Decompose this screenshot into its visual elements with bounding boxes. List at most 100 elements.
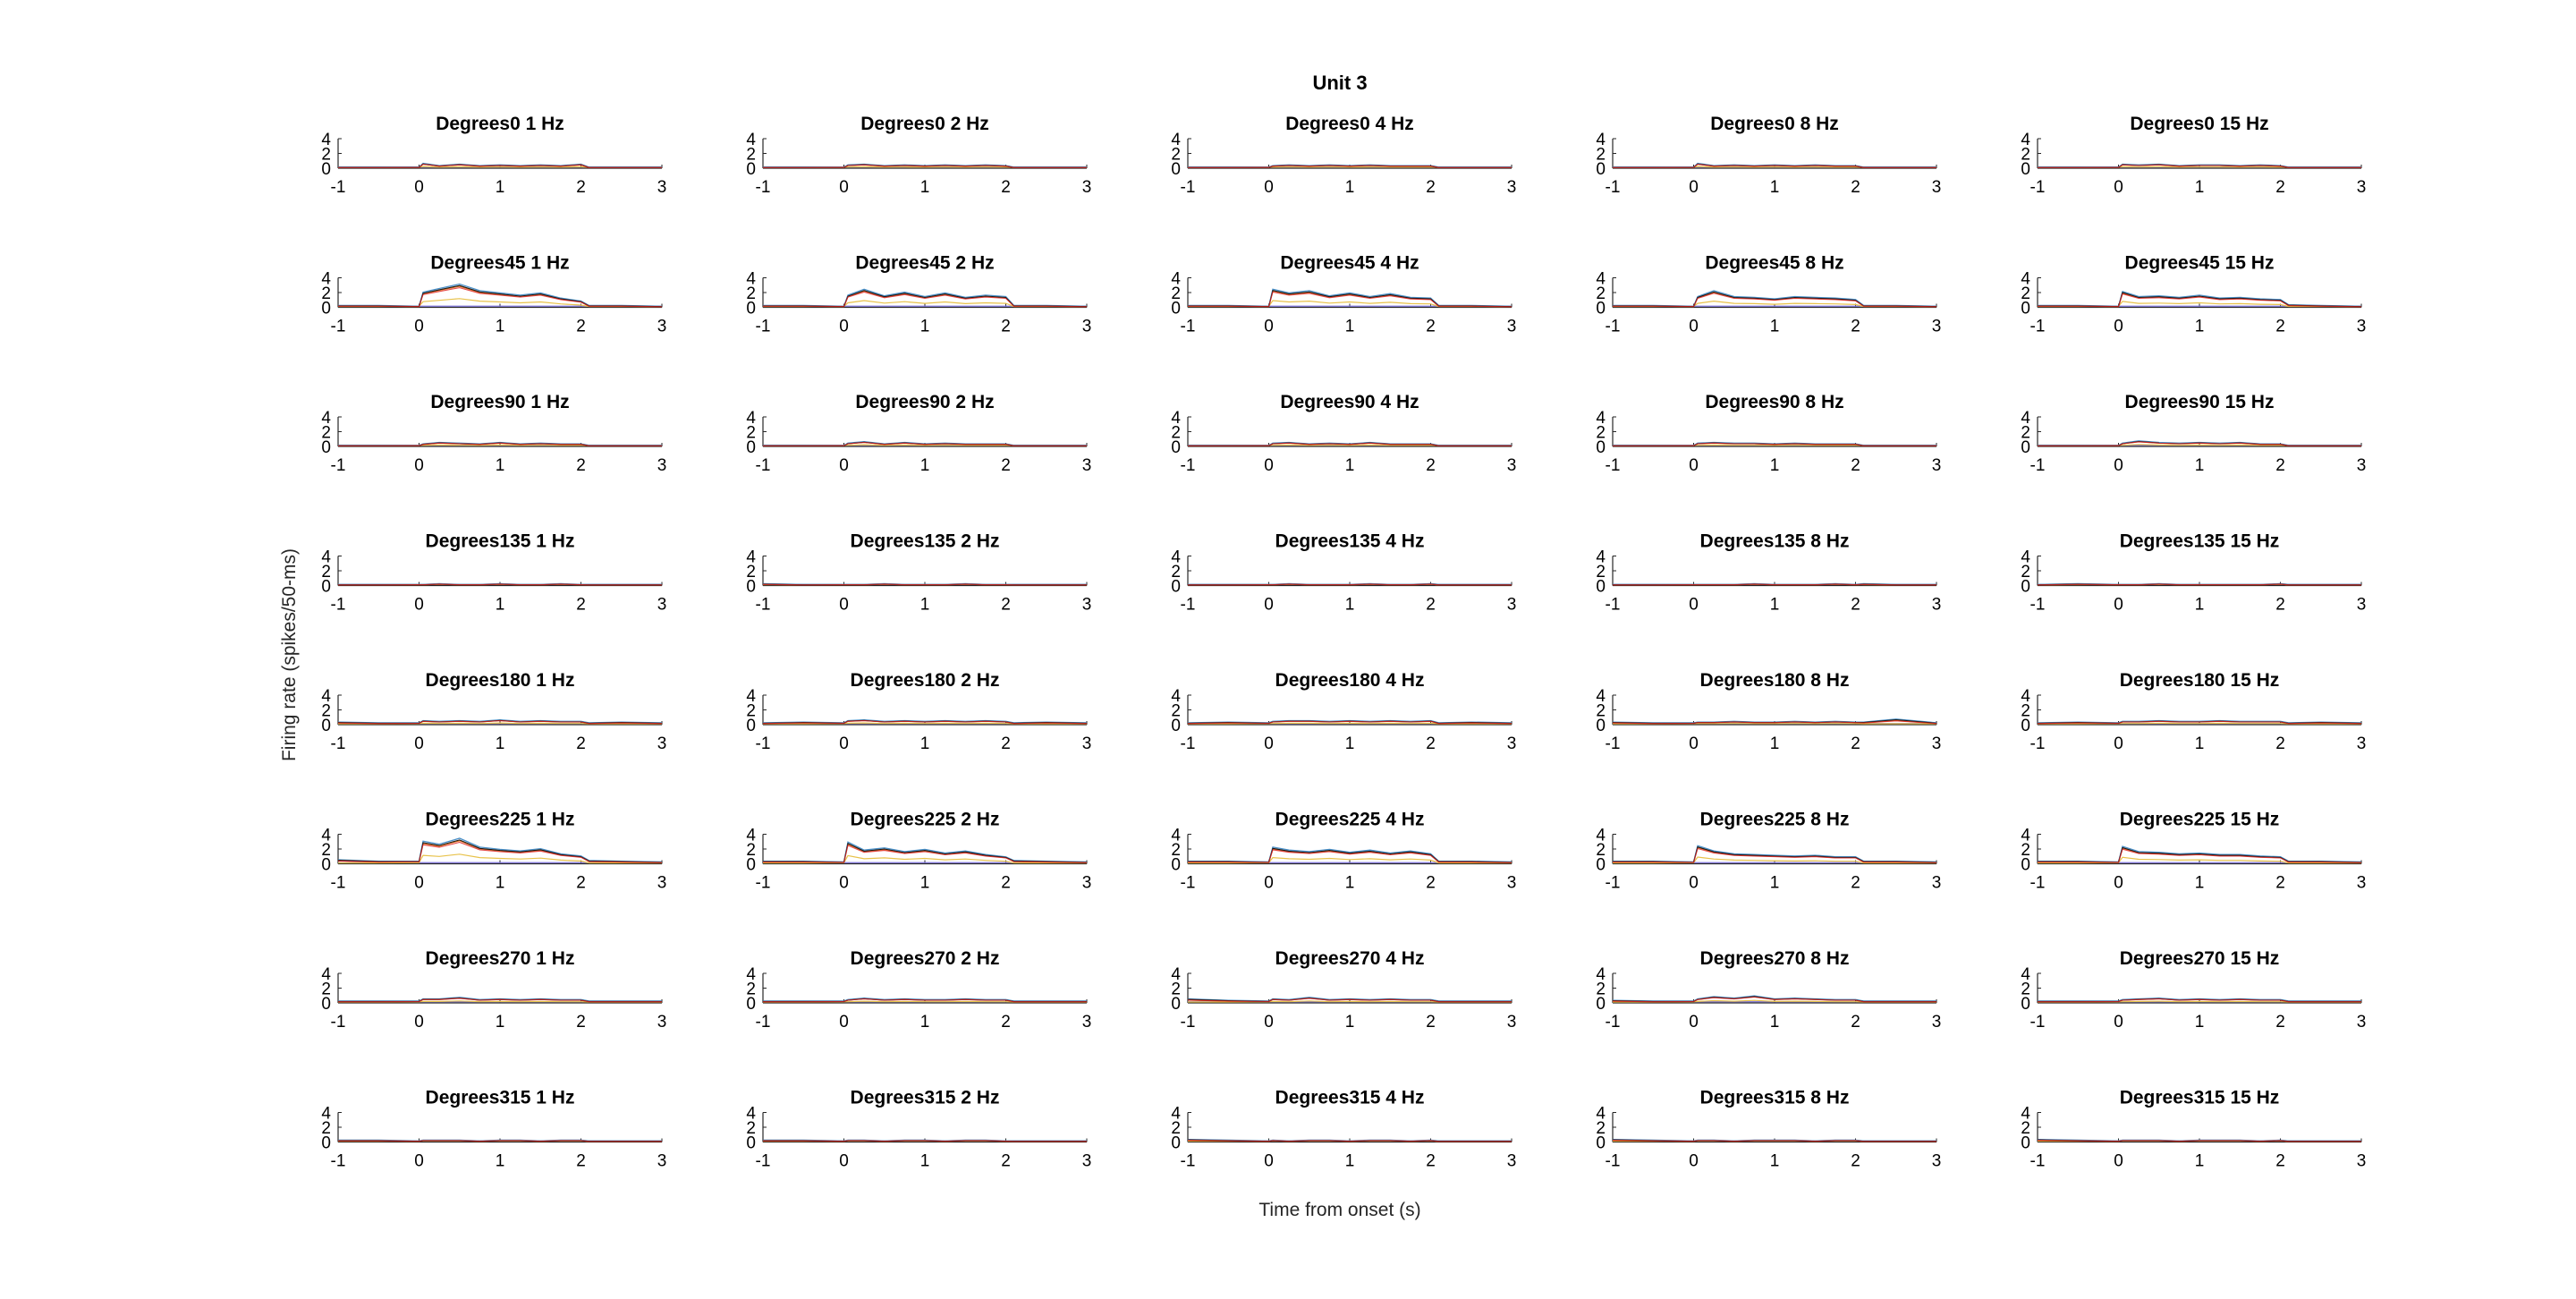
- x-tick-label: 2: [2275, 318, 2285, 336]
- subplot-title: Degrees270 15 Hz: [2120, 948, 2280, 969]
- mean-series-yellow: [338, 1000, 662, 1003]
- x-tick-label: 1: [920, 596, 930, 615]
- x-tick-label: 3: [1082, 456, 1092, 475]
- x-tick-label: 0: [839, 734, 849, 753]
- subplot-title: Degrees0 2 Hz: [860, 114, 989, 134]
- y-tick-label: 4: [2021, 409, 2030, 428]
- x-tick-label: -1: [331, 596, 346, 615]
- x-tick-label: 2: [1851, 874, 1860, 893]
- y-tick-label: 4: [746, 270, 756, 289]
- x-tick-label: 3: [1082, 178, 1092, 197]
- x-tick-label: 2: [1001, 456, 1011, 475]
- x-tick-label: -1: [1606, 318, 1621, 336]
- y-tick-label: 0: [321, 300, 331, 318]
- mean-series-yellow: [1613, 300, 1936, 308]
- y-tick-label: 2: [321, 702, 331, 721]
- x-tick-label: 3: [657, 1013, 667, 1032]
- y-tick-label: 0: [1596, 995, 1606, 1014]
- x-tick-label: 2: [1001, 1152, 1011, 1171]
- x-tick-label: -1: [2030, 1013, 2046, 1032]
- y-tick-label: 0: [746, 995, 756, 1014]
- x-tick-label: 0: [1689, 734, 1699, 753]
- y-tick-label: 2: [1596, 841, 1606, 860]
- x-tick-label: 1: [496, 874, 505, 893]
- x-tick-label: 2: [1426, 596, 1436, 615]
- x-tick-label: -1: [331, 318, 346, 336]
- y-tick-label: 0: [1596, 438, 1606, 457]
- x-tick-label: -1: [1606, 178, 1621, 197]
- mean-series-yellow: [338, 853, 662, 864]
- series-red: [338, 1140, 662, 1142]
- series-red: [763, 291, 1088, 308]
- x-tick-label: 0: [414, 874, 424, 893]
- series-red: [763, 1140, 1087, 1142]
- x-tick-label: 0: [1689, 178, 1699, 197]
- y-tick-label: 2: [2021, 702, 2030, 721]
- y-tick-label: 0: [321, 160, 331, 179]
- x-tick-label: 3: [1507, 1013, 1517, 1032]
- mean-series-yellow: [1613, 856, 1936, 864]
- x-tick-label: 2: [1426, 318, 1436, 336]
- subplot-title: Degrees270 4 Hz: [1275, 948, 1425, 969]
- x-tick-label: -1: [1181, 596, 1196, 615]
- y-tick-label: 4: [321, 131, 331, 149]
- series-red: [763, 845, 1088, 863]
- series-red: [1613, 442, 1936, 446]
- y-tick-label: 4: [2021, 1105, 2030, 1124]
- x-tick-label: -1: [1606, 596, 1621, 615]
- x-tick-label: 0: [414, 318, 424, 336]
- x-tick-label: 2: [2275, 178, 2285, 197]
- x-tick-label: 3: [1507, 456, 1517, 475]
- y-tick-label: 2: [321, 424, 331, 443]
- subplot-title: Degrees180 2 Hz: [851, 670, 1000, 691]
- x-tick-label: 0: [414, 1152, 424, 1171]
- x-tick-label: 2: [1426, 1013, 1436, 1032]
- x-tick-label: 0: [2114, 734, 2123, 753]
- y-tick-label: 0: [1596, 578, 1606, 597]
- y-tick-label: 0: [746, 1134, 756, 1153]
- x-tick-label: 1: [496, 178, 505, 197]
- x-tick-label: 2: [1426, 178, 1436, 197]
- x-tick-label: 1: [920, 318, 930, 336]
- subplot-title: Degrees225 15 Hz: [2120, 810, 2280, 830]
- y-tick-label: 2: [2021, 284, 2030, 303]
- x-tick-label: -1: [756, 596, 771, 615]
- x-tick-label: 2: [2275, 596, 2285, 615]
- series-red: [762, 583, 1087, 586]
- y-tick-label: 4: [1171, 409, 1181, 428]
- x-tick-label: 0: [2114, 1152, 2123, 1171]
- x-tick-label: -1: [1606, 734, 1621, 753]
- x-tick-label: 1: [1770, 1152, 1780, 1171]
- x-tick-label: 3: [2357, 318, 2367, 336]
- x-tick-label: 1: [2195, 318, 2205, 336]
- x-tick-label: 1: [496, 1013, 505, 1032]
- x-tick-label: 2: [1426, 874, 1436, 893]
- y-tick-label: 2: [1171, 702, 1181, 721]
- x-tick-label: 2: [576, 318, 586, 336]
- x-tick-label: -1: [1181, 734, 1196, 753]
- x-tick-label: 0: [414, 734, 424, 753]
- subplot-title: Degrees135 1 Hz: [426, 531, 575, 552]
- x-tick-label: 1: [1345, 874, 1355, 893]
- y-tick-label: 2: [1171, 424, 1181, 443]
- x-tick-label: 1: [920, 1013, 930, 1032]
- x-tick-label: 0: [2114, 318, 2123, 336]
- x-tick-label: 0: [1264, 596, 1274, 615]
- x-tick-label: 0: [1689, 318, 1699, 336]
- y-tick-label: 0: [1596, 300, 1606, 318]
- x-tick-label: -1: [2030, 596, 2046, 615]
- x-tick-label: -1: [2030, 456, 2046, 475]
- mean-series-yellow: [2038, 301, 2361, 308]
- mean-series-yellow: [763, 854, 1087, 864]
- x-tick-label: -1: [756, 456, 771, 475]
- y-tick-label: 2: [1171, 284, 1181, 303]
- y-tick-label: 4: [321, 1105, 331, 1124]
